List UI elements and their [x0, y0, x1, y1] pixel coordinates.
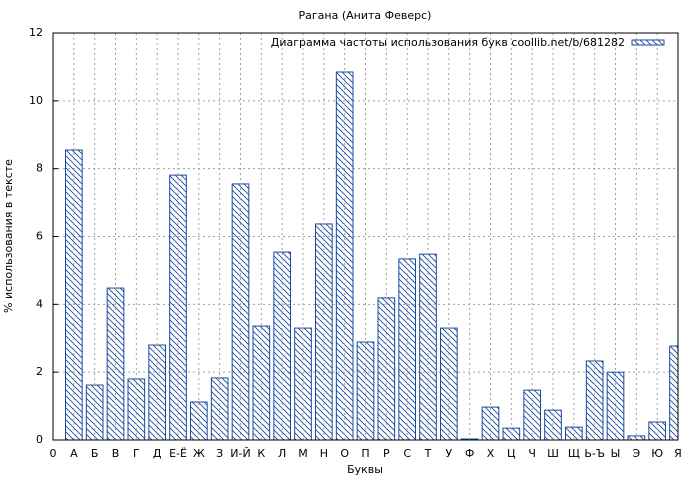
x-tick-label: М — [298, 447, 308, 460]
x-tick-label: И-Й — [230, 447, 250, 460]
x-tick-label: З — [216, 447, 223, 460]
x-tick-label: А — [70, 447, 78, 460]
bars — [65, 71, 678, 440]
x-tick-label: Т — [424, 447, 432, 460]
bar — [231, 183, 250, 440]
x-tick-label: Ф — [465, 447, 474, 460]
x-tick-label: Щ — [568, 447, 580, 460]
bar — [419, 253, 437, 440]
x-tick-label: Б — [91, 447, 99, 460]
x-tick-label: О — [340, 447, 349, 460]
chart-title: Рагана (Анита Феверс) — [299, 9, 432, 22]
x-tick-label: Ж — [193, 447, 205, 460]
x-tick-label: Ц — [507, 447, 516, 460]
y-tick-label: 6 — [36, 230, 43, 243]
x-tick-label: Д — [153, 447, 162, 460]
y-tick-label: 10 — [29, 94, 43, 107]
bar — [356, 341, 375, 440]
x-tick-label: Х — [487, 447, 495, 460]
y-tick-label: 12 — [29, 26, 43, 39]
y-axis-label: % использования в тексте — [2, 159, 15, 313]
x-tick-label: С — [403, 447, 411, 460]
bar — [315, 223, 333, 440]
x-tick-label: Ы — [611, 447, 621, 460]
x-tick-label: Р — [383, 447, 390, 460]
bar — [169, 174, 187, 440]
x-tick-label: 0 — [50, 447, 57, 460]
y-tick-label: 2 — [36, 365, 43, 378]
x-tick-label: Л — [278, 447, 286, 460]
x-tick-label: Г — [133, 447, 140, 460]
x-tick-label: Э — [632, 447, 640, 460]
y-tick-label: 8 — [36, 162, 43, 175]
x-tick-label: Е-Ё — [169, 447, 187, 460]
x-tick-label: У — [445, 447, 452, 460]
x-tick-label: Ч — [528, 447, 536, 460]
bar — [669, 345, 678, 440]
bar — [273, 251, 292, 440]
bar — [523, 389, 541, 440]
y-tick-label: 0 — [36, 433, 43, 446]
x-tick-label: Н — [320, 447, 328, 460]
bar — [190, 401, 208, 440]
legend-swatch — [631, 39, 665, 46]
x-tick-label: Ю — [651, 447, 663, 460]
legend-label: Диаграмма частоты использования букв coo… — [271, 36, 625, 49]
x-tick-label: К — [257, 447, 265, 460]
plot-frame — [52, 32, 679, 441]
y-tick-label: 4 — [36, 297, 43, 310]
x-tick-label: Ш — [547, 447, 559, 460]
x-tick-label: Ь-Ъ — [584, 447, 605, 460]
bar — [648, 421, 666, 440]
x-tick-label: Я — [674, 447, 682, 460]
x-axis-label: Буквы — [347, 463, 383, 476]
x-tick-label: П — [361, 447, 369, 460]
x-tick-label: В — [112, 447, 120, 460]
